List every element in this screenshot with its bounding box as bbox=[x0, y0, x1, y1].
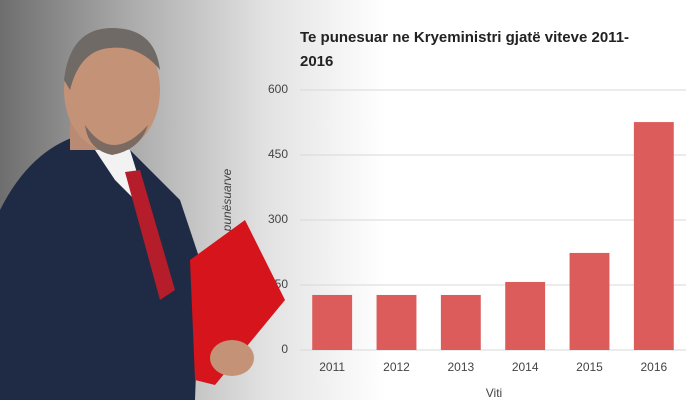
x-axis-label: Viti bbox=[486, 386, 502, 400]
folder bbox=[190, 220, 285, 385]
beard bbox=[85, 125, 148, 155]
y-tick-label: 300 bbox=[268, 212, 288, 226]
bar bbox=[633, 122, 674, 350]
bar bbox=[505, 281, 546, 350]
hand bbox=[210, 340, 254, 376]
bar bbox=[569, 252, 610, 350]
y-tick-label: 0 bbox=[281, 342, 288, 356]
x-tick-label: 2013 bbox=[447, 360, 474, 374]
head bbox=[64, 28, 160, 152]
bar bbox=[376, 294, 417, 350]
x-tick-label: 2015 bbox=[576, 360, 603, 374]
x-tick-label: 2014 bbox=[512, 360, 539, 374]
bar bbox=[312, 294, 353, 350]
chart-title: Te punesuar ne Kryeministri gjatë viteve… bbox=[300, 29, 630, 70]
photo bbox=[0, 28, 285, 400]
y-tick-label: 600 bbox=[268, 82, 288, 96]
y-axis-label: punësuarve bbox=[220, 168, 234, 232]
y-tick-label: 450 bbox=[268, 147, 288, 161]
hair bbox=[64, 28, 160, 90]
suit bbox=[0, 135, 200, 400]
tie bbox=[125, 170, 175, 300]
x-tick-label: 2012 bbox=[383, 360, 410, 374]
x-tick-label: 2016 bbox=[640, 360, 667, 374]
x-tick-label: 2011 bbox=[319, 360, 345, 374]
bar bbox=[440, 294, 481, 350]
